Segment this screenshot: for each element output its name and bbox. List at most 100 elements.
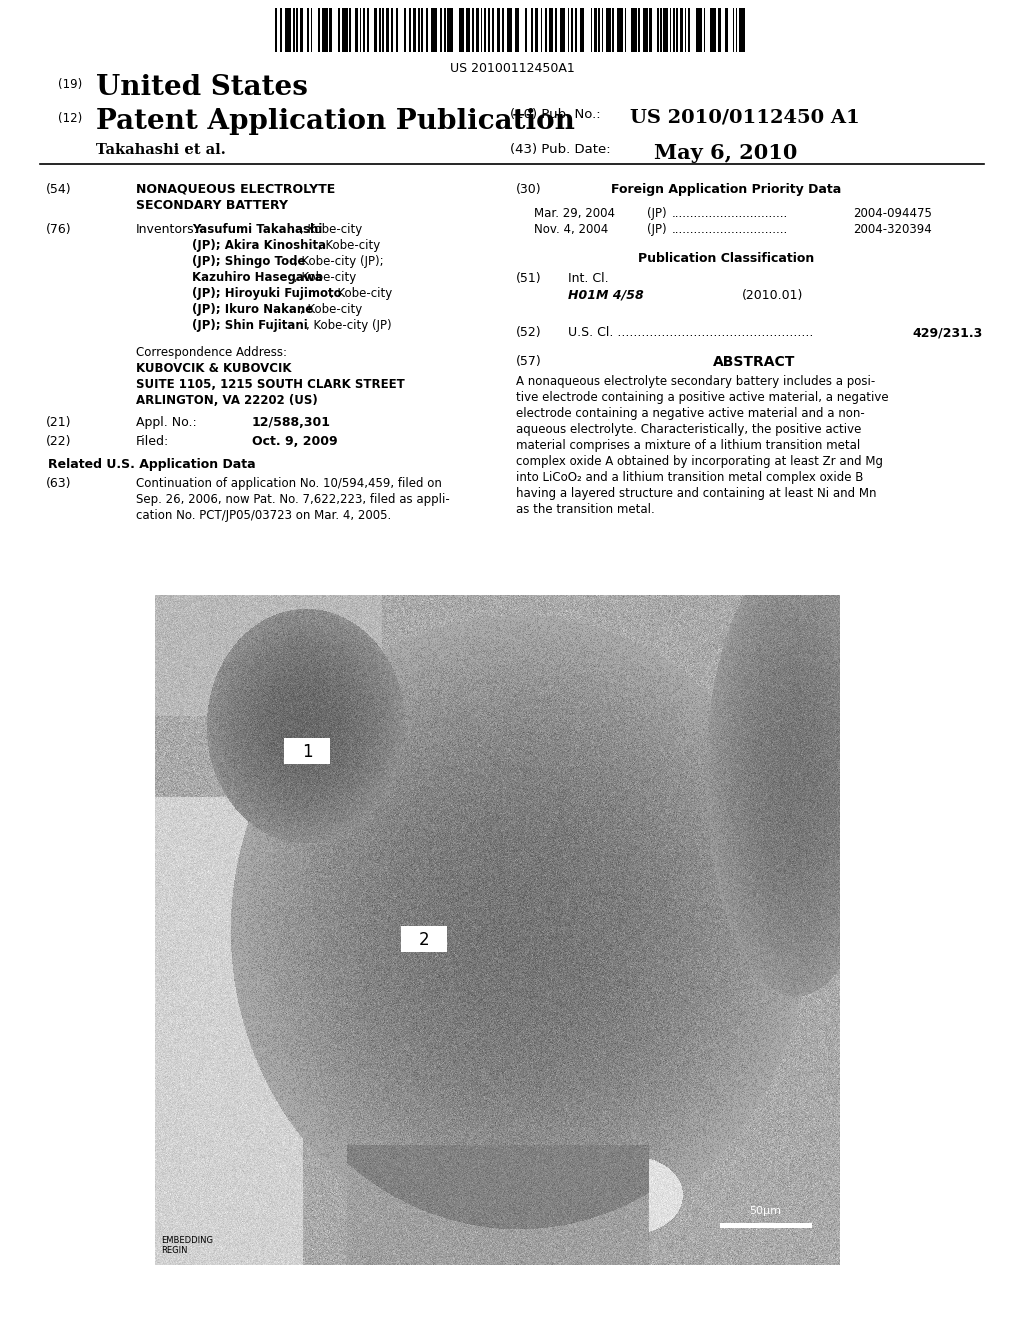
Bar — [725, 8, 728, 51]
Text: ARLINGTON, VA 22202 (US): ARLINGTON, VA 22202 (US) — [136, 393, 317, 407]
Text: electrode containing a negative active material and a non-: electrode containing a negative active m… — [516, 407, 864, 420]
Text: Nov. 4, 2004: Nov. 4, 2004 — [534, 223, 608, 236]
Text: United States: United States — [96, 74, 308, 102]
Bar — [680, 8, 683, 51]
Bar — [431, 8, 437, 51]
Bar — [686, 8, 688, 51]
Bar — [396, 8, 398, 51]
Bar — [393, 8, 396, 51]
Bar — [571, 8, 573, 51]
Bar — [486, 8, 488, 51]
Text: (JP); Hiroyuki Fujimoto: (JP); Hiroyuki Fujimoto — [193, 286, 342, 300]
Bar — [648, 8, 649, 51]
Text: (10) Pub. No.:: (10) Pub. No.: — [510, 108, 601, 121]
Bar — [504, 8, 507, 51]
Bar — [676, 8, 678, 51]
Bar — [702, 8, 703, 51]
Bar — [640, 8, 643, 51]
Text: 50μm: 50μm — [749, 1206, 781, 1216]
Text: (JP); Shin Fujitani: (JP); Shin Fujitani — [193, 319, 308, 333]
Text: A nonaqueous electrolyte secondary battery includes a posi-: A nonaqueous electrolyte secondary batte… — [516, 375, 876, 388]
Text: (JP); Shingo Tode: (JP); Shingo Tode — [193, 255, 305, 268]
Bar — [594, 8, 597, 51]
Bar — [474, 8, 476, 51]
Text: (19): (19) — [58, 78, 82, 91]
Bar — [673, 8, 675, 51]
Text: (51): (51) — [516, 272, 542, 285]
Bar — [553, 8, 555, 51]
Bar — [406, 8, 409, 51]
Text: into LiCoO₂ and a lithium transition metal complex oxide B: into LiCoO₂ and a lithium transition met… — [516, 471, 863, 484]
Bar — [443, 8, 445, 51]
Text: Int. Cl.: Int. Cl. — [568, 272, 608, 285]
Bar — [643, 8, 648, 51]
Bar — [706, 8, 710, 51]
Text: , Kobe-city: , Kobe-city — [330, 286, 392, 300]
Bar — [610, 8, 612, 51]
Text: (76): (76) — [46, 223, 72, 236]
Bar — [617, 8, 624, 51]
Text: Inventors:: Inventors: — [136, 223, 199, 236]
Bar — [280, 8, 282, 51]
Bar — [716, 8, 718, 51]
Bar — [606, 8, 610, 51]
Bar — [660, 8, 662, 51]
Bar — [377, 8, 379, 51]
Bar — [296, 8, 298, 51]
Bar — [720, 1224, 812, 1228]
Bar — [685, 8, 686, 51]
Bar — [479, 8, 481, 51]
Bar — [494, 8, 497, 51]
Bar — [560, 8, 565, 51]
Text: 429/231.3: 429/231.3 — [912, 326, 982, 339]
Bar — [659, 8, 660, 51]
Bar — [284, 738, 330, 764]
Bar — [322, 8, 328, 51]
Bar — [580, 8, 585, 51]
Bar — [340, 8, 342, 51]
Bar — [291, 8, 293, 51]
Bar — [328, 8, 330, 51]
Bar — [577, 8, 580, 51]
Bar — [512, 8, 514, 51]
Bar — [413, 8, 416, 51]
Bar — [500, 8, 502, 51]
Bar — [526, 8, 531, 51]
Bar — [482, 8, 484, 51]
Text: H01M 4/58: H01M 4/58 — [568, 289, 644, 302]
Bar — [348, 8, 349, 51]
Bar — [734, 8, 736, 51]
Text: Sep. 26, 2006, now Pat. No. 7,622,223, filed as appli-: Sep. 26, 2006, now Pat. No. 7,622,223, f… — [136, 492, 450, 506]
Bar — [276, 8, 280, 51]
Bar — [447, 8, 454, 51]
Bar — [312, 8, 318, 51]
Text: , Kobe-city (JP): , Kobe-city (JP) — [306, 319, 391, 333]
Bar — [532, 8, 535, 51]
Text: (JP); Akira Kinoshita: (JP); Akira Kinoshita — [193, 239, 326, 252]
Text: Related U.S. Application Data: Related U.S. Application Data — [48, 458, 256, 471]
Text: (2010.01): (2010.01) — [742, 289, 804, 302]
Bar — [502, 8, 504, 51]
Bar — [557, 8, 560, 51]
Bar — [391, 8, 393, 51]
Bar — [364, 8, 366, 51]
Bar — [416, 8, 418, 51]
Bar — [721, 8, 725, 51]
Bar — [728, 8, 733, 51]
Text: EMBEDDING
REGIN: EMBEDDING REGIN — [161, 1236, 213, 1255]
Bar — [298, 8, 300, 51]
Bar — [319, 8, 322, 51]
Bar — [398, 8, 404, 51]
Bar — [538, 8, 541, 51]
Text: Mar. 29, 2004: Mar. 29, 2004 — [534, 207, 615, 220]
Text: (JP); Ikuro Nakane: (JP); Ikuro Nakane — [193, 304, 313, 315]
Bar — [542, 8, 545, 51]
Text: 1: 1 — [302, 743, 312, 762]
Bar — [295, 8, 296, 51]
Bar — [318, 8, 319, 51]
Bar — [627, 8, 631, 51]
Bar — [428, 8, 431, 51]
Bar — [357, 8, 359, 51]
Bar — [367, 8, 369, 51]
Text: Publication Classification: Publication Classification — [638, 252, 814, 265]
